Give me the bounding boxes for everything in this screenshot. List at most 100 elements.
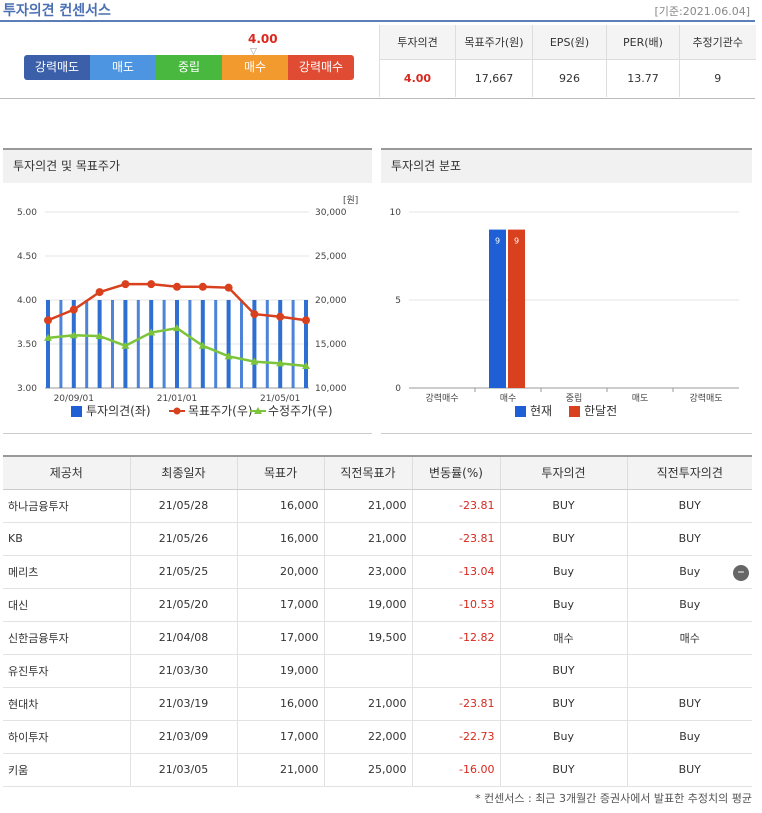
opinion-bar (85, 300, 89, 388)
scale-neutral: 중립 (156, 55, 222, 80)
date-cell: 21/03/09 (129, 720, 237, 754)
target-cell: 16,000 (236, 687, 324, 721)
opinion-bar (291, 300, 295, 388)
target-price-point (302, 316, 310, 325)
opinion-bar (149, 300, 154, 388)
prev-opinion-cell: BUY (626, 753, 752, 787)
category-label: 강력매도 (689, 392, 722, 404)
opinion-cell: BUY (499, 489, 627, 523)
target-cell: 17,000 (236, 621, 324, 655)
adjusted-price-point (121, 341, 130, 349)
legend-month-ago-swatch (569, 406, 580, 417)
adjusted-price-point (95, 332, 104, 340)
prev-target-cell: 21,000 (323, 687, 412, 721)
target-price-point (147, 280, 156, 289)
header-divider (0, 20, 755, 22)
broker-cell: 하나금융투자 (3, 489, 130, 523)
broker-cell: 하이투자 (3, 720, 130, 754)
adjusted-price-point (250, 357, 259, 365)
target-price-point (276, 312, 285, 321)
adjusted-price-point (44, 333, 52, 341)
opinion-cell: Buy (499, 588, 627, 622)
prev-opinion-cell: Buy (626, 720, 752, 754)
opinion-bar (136, 300, 140, 388)
table-row: 키움 21/03/05 21,000 25,000 -16.00 BUY BUY (3, 753, 752, 787)
right-axis-tick: 15,000 (315, 340, 347, 350)
broker-cell: 대신 (3, 588, 130, 622)
marker-arrow-icon: ▽ (250, 47, 257, 57)
footnote: * 컨센서스 : 최근 3개월간 증권사에서 발표한 추정치의 평균 (475, 792, 752, 805)
date-cell: 21/05/25 (129, 555, 237, 589)
prev-target-cell: 19,500 (323, 621, 412, 655)
category-label: 강력매수 (425, 392, 458, 404)
broker-cell: 유진투자 (3, 654, 130, 688)
adjusted-price-point (276, 359, 285, 367)
scale-strong-buy: 강력매수 (288, 55, 354, 80)
col-header-date[interactable]: 최종일자 (129, 455, 237, 490)
prev-opinion-cell: Buy (626, 588, 752, 622)
date-cell: 21/05/28 (129, 489, 237, 523)
col-header-target[interactable]: 목표가 (236, 455, 324, 490)
panel-right-footer (381, 433, 752, 434)
opinion-bar (97, 300, 102, 388)
legend-target-label: 목표주가(우) (188, 404, 253, 418)
summary-target-price: 17,667 (455, 59, 533, 97)
target-cell: 20,000 (236, 555, 324, 589)
category-label: 매도 (632, 393, 649, 404)
right-axis-tick: 10,000 (315, 384, 347, 394)
scale-sell: 매도 (90, 55, 156, 80)
adjusted-price-point (69, 331, 78, 339)
opinion-bar (111, 300, 114, 388)
x-axis-tick: 20/09/01 (54, 394, 94, 404)
opinion-cell: BUY (499, 753, 627, 787)
scale-buy: 매수 (222, 55, 288, 80)
right-axis-unit: [원] (343, 195, 358, 206)
y-axis-tick: 0 (395, 384, 401, 394)
broker-cell: 현대차 (3, 687, 130, 721)
summary-header: PER(배) (606, 25, 680, 60)
target-cell: 17,000 (236, 588, 324, 622)
opinion-cell: 매수 (499, 621, 627, 655)
table-row: KB 21/05/26 16,000 21,000 -23.81 BUY BUY (3, 522, 752, 556)
target-cell: 19,000 (236, 654, 324, 688)
collapse-minus-icon[interactable]: – (733, 565, 749, 581)
target-cell: 21,000 (236, 753, 324, 787)
adjusted-price-point (302, 362, 310, 369)
date-cell: 21/03/05 (129, 753, 237, 787)
broker-cell: KB (3, 522, 130, 556)
target-price-point (173, 282, 181, 291)
opinion-distribution-chart: 10 5 0 강력매수 매수 9 9 중립 매도 강력매도 현재 한달전 (390, 208, 739, 418)
opinion-bar (226, 300, 231, 388)
opinion-cell: BUY (499, 522, 627, 556)
prev-opinion-cell: Buy (626, 555, 752, 589)
legend-target-swatch (173, 407, 181, 415)
summary-opinion-value: 4.00 (379, 59, 456, 97)
change-cell: -23.81 (411, 687, 500, 721)
target-price-point (224, 283, 233, 292)
opinion-cell: BUY (499, 687, 627, 721)
change-cell: -23.81 (411, 522, 500, 556)
right-axis-tick: 20,000 (315, 296, 347, 306)
legend-current-swatch (515, 406, 526, 417)
target-price-point (121, 280, 130, 289)
opinion-bar (265, 300, 269, 388)
left-axis-tick: 3.00 (17, 384, 37, 394)
opinion-bar (214, 300, 218, 388)
category-label: 매수 (500, 393, 517, 404)
col-header-prev-target[interactable]: 직전목표가 (323, 455, 412, 490)
prev-opinion-cell: BUY (626, 489, 752, 523)
col-header-change[interactable]: 변동률(%) (411, 455, 500, 490)
table-row: 신한금융투자 21/04/08 17,000 19,500 -12.82 매수 매수 (3, 621, 752, 655)
target-price-point (198, 282, 207, 291)
table-row: 메리츠 21/05/25 20,000 23,000 -13.04 Buy Buy (3, 555, 752, 589)
opinion-bar (252, 300, 257, 388)
date-cell: 21/03/30 (129, 654, 237, 688)
col-header-prev-opinion[interactable]: 직전투자의견 (626, 455, 752, 490)
legend-adjusted-swatch (254, 407, 262, 414)
opinion-bar (162, 300, 166, 388)
table-row: 유진투자 21/03/30 19,000 BUY (3, 654, 752, 688)
summary-table: 투자의견 목표주가(원) EPS(원) PER(배) 추정기관수 4.00 17… (379, 25, 756, 97)
col-header-opinion[interactable]: 투자의견 (499, 455, 627, 490)
date-cell: 21/05/20 (129, 588, 237, 622)
col-header-broker[interactable]: 제공처 (3, 455, 130, 490)
